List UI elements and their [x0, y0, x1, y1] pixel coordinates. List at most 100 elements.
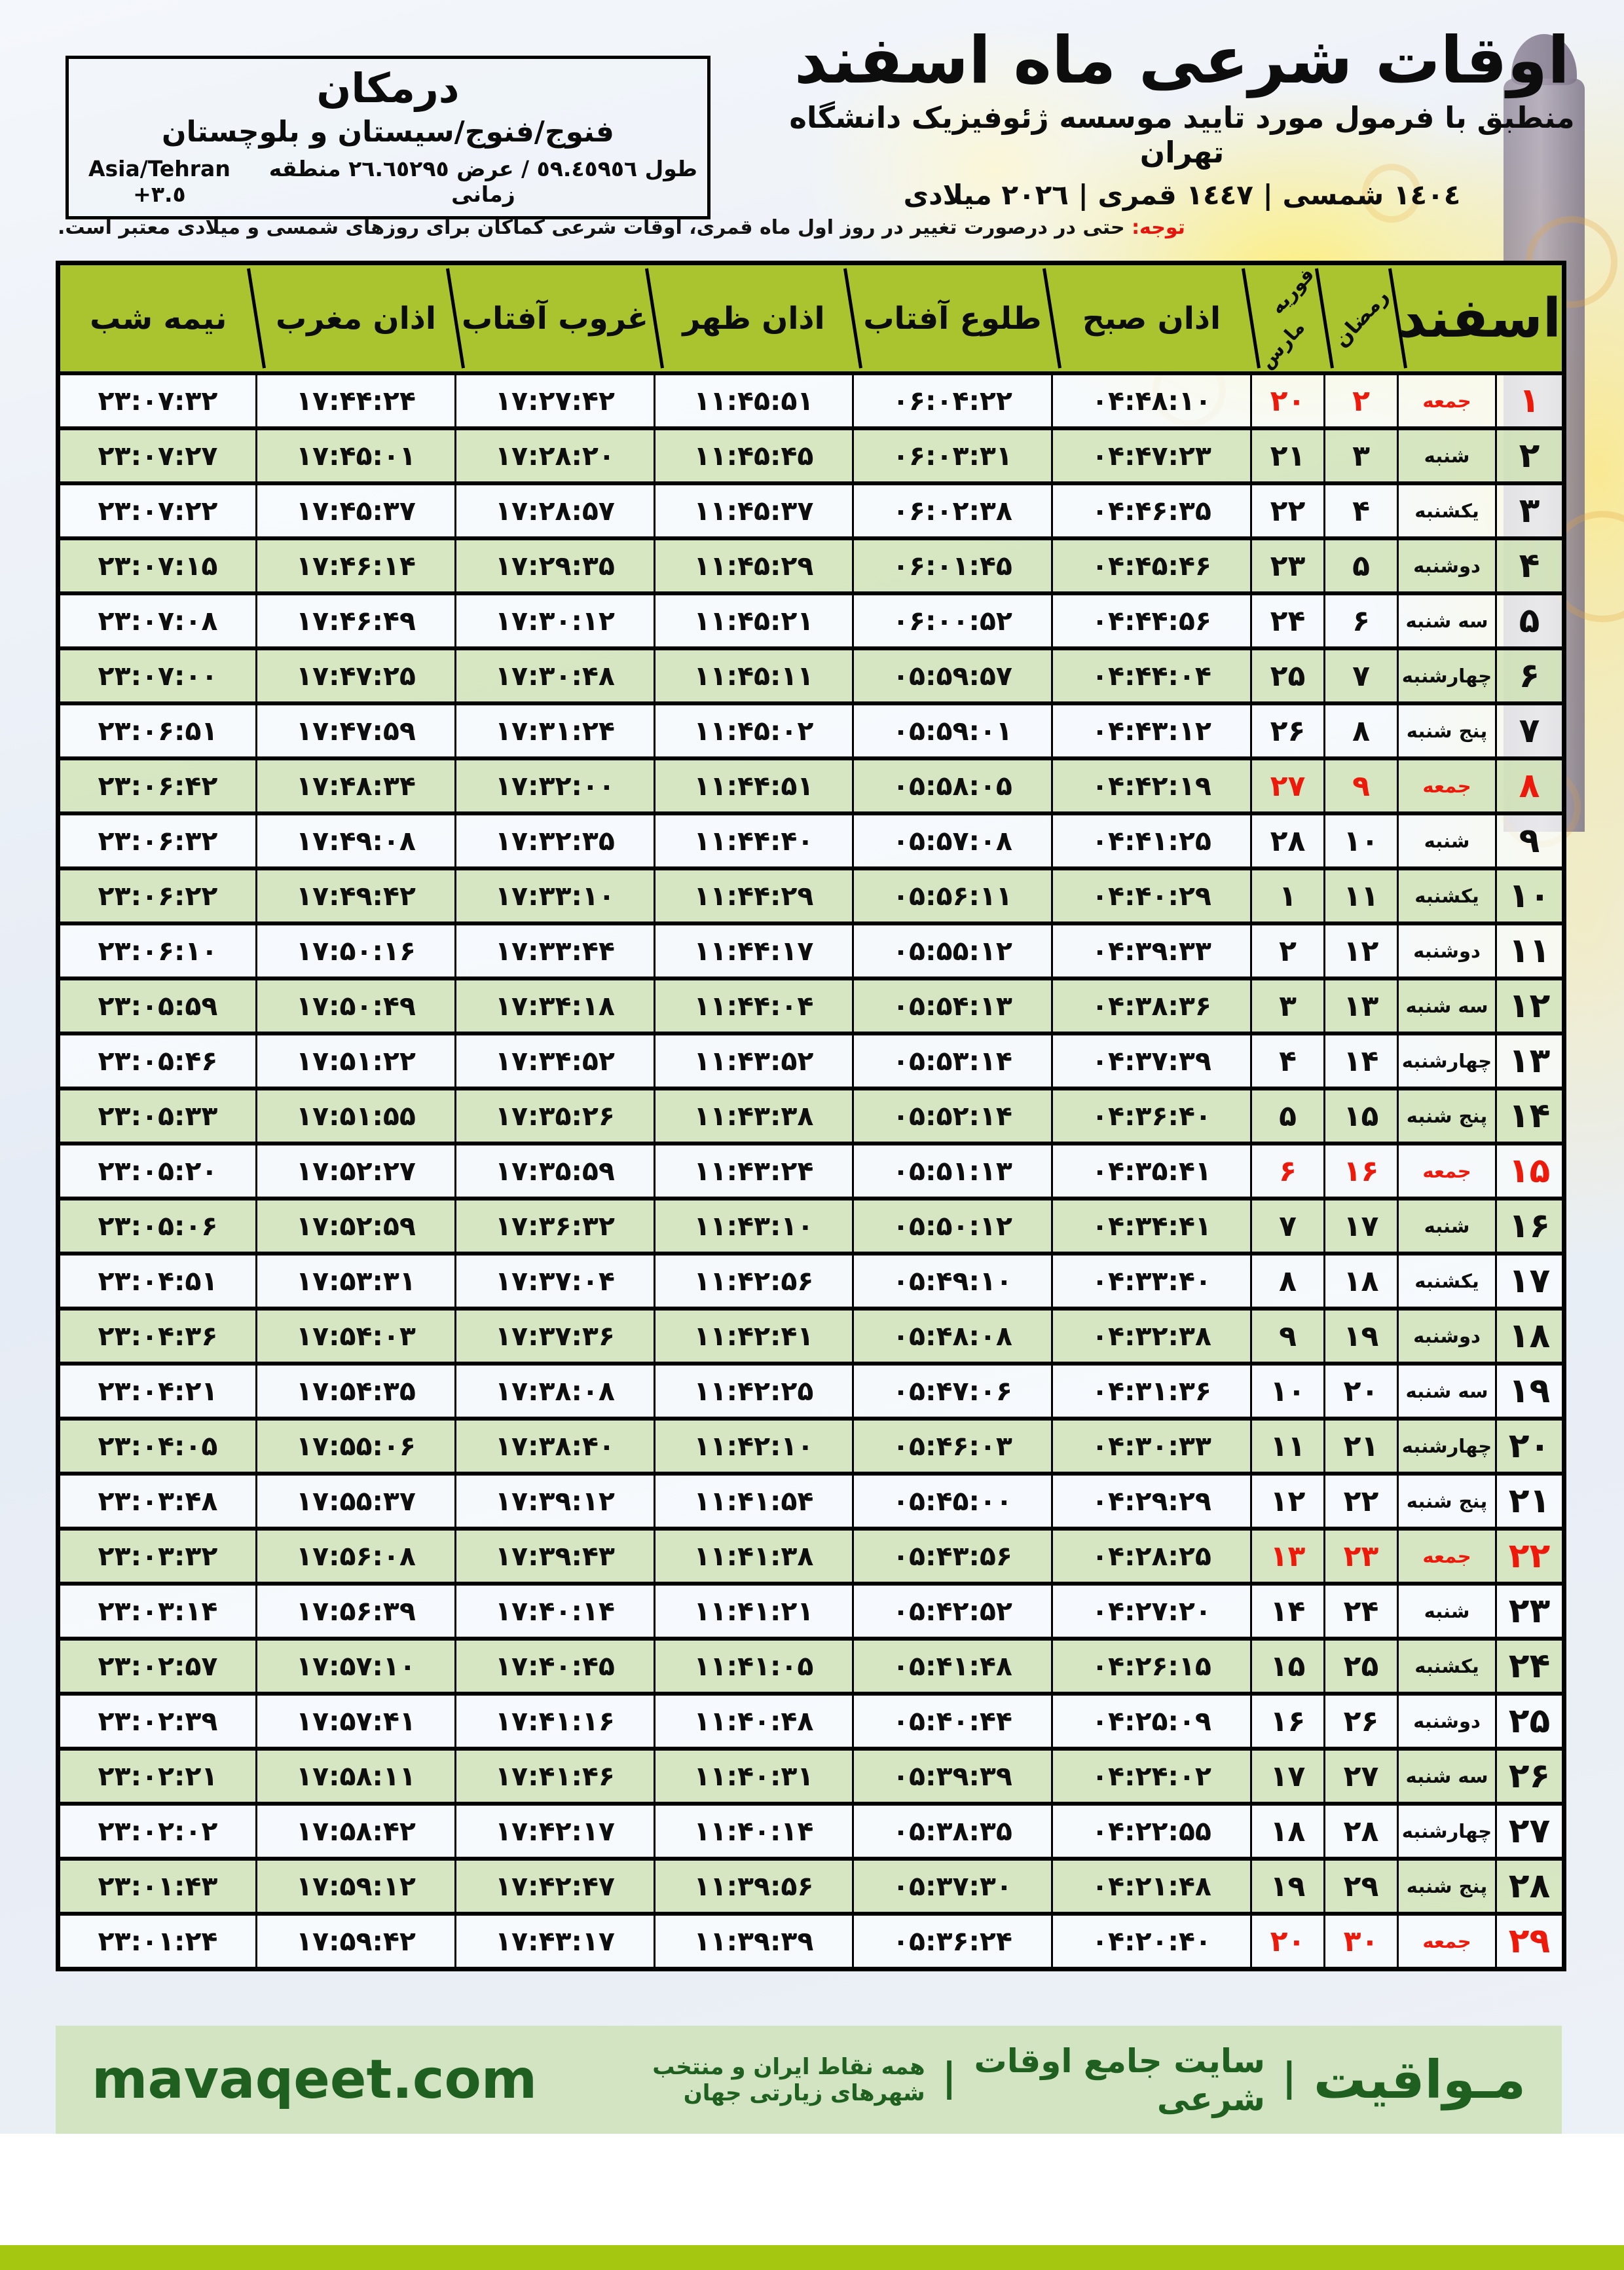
- cell-dhuhr-time: ۱۱:۳۹:۵۶: [654, 1857, 854, 1916]
- cell-sunrise-time: ۰۵:۳۷:۳۰: [852, 1857, 1053, 1916]
- cell-sunrise-time: ۰۵:۴۰:۴۴: [852, 1692, 1053, 1751]
- cell-maghrib-time: ۱۷:۵۴:۳۵: [255, 1362, 456, 1421]
- cell-esfand-day: ۷: [1495, 701, 1566, 760]
- cell-dhuhr-time: ۱۱:۴۰:۴۸: [654, 1692, 854, 1751]
- cell-dhuhr-time: ۱۱:۴۳:۳۸: [654, 1087, 854, 1145]
- notice-label: توجه:: [1132, 216, 1185, 239]
- cell-sunset-time: ۱۷:۳۸:۴۰: [454, 1417, 655, 1476]
- cell-midnight-time: ۲۳:۰۶:۱۰: [57, 921, 257, 980]
- cell-ramadan-day: ۱۸: [1323, 1252, 1399, 1311]
- cell-maghrib-time: ۱۷:۴۵:۰۱: [255, 426, 456, 485]
- cell-weekday: دوشنبه: [1396, 1692, 1498, 1751]
- cell-sunset-time: ۱۷:۳۳:۱۰: [454, 866, 655, 925]
- cell-ramadan-day: ۲: [1323, 371, 1399, 430]
- col-header-dhuhr: اذان ظهر: [654, 263, 853, 375]
- table-row: ۲۸ پنج شنبه ۲۹ ۱۹ ۰۴:۲۱:۴۸ ۰۵:۳۷:۳۰ ۱۱:۳…: [57, 1857, 1566, 1916]
- cell-dhuhr-time: ۱۱:۴۴:۲۹: [654, 866, 854, 925]
- location-coordinates: طول ٥٩.٤٥٩٥٦ / عرض ٢٦.٦٥٢٩٥ منطقه زمانی …: [69, 156, 707, 207]
- table-row: ۱۲ سه شنبه ۱۳ ۳ ۰۴:۳۸:۳۶ ۰۵:۵۴:۱۳ ۱۱:۴۴:…: [57, 977, 1566, 1035]
- cell-fajr-time: ۰۴:۲۷:۲۰: [1051, 1582, 1252, 1641]
- cell-sunrise-time: ۰۵:۵۱:۱۳: [852, 1142, 1053, 1200]
- cell-sunrise-time: ۰۶:۰۳:۳۱: [852, 426, 1053, 485]
- cell-sunset-time: ۱۷:۳۱:۲۴: [454, 701, 655, 760]
- cell-sunrise-time: ۰۵:۵۴:۱۳: [852, 977, 1053, 1035]
- cell-midnight-time: ۲۳:۰۷:۰۰: [57, 646, 257, 705]
- cell-gregorian-day: ۱۵: [1250, 1637, 1325, 1696]
- cell-maghrib-time: ۱۷:۵۰:۴۹: [255, 977, 456, 1035]
- cell-esfand-day: ۲: [1495, 426, 1566, 485]
- cell-sunset-time: ۱۷:۳۰:۴۸: [454, 646, 655, 705]
- cell-fajr-time: ۰۴:۴۶:۳۵: [1051, 481, 1252, 540]
- location-region: فنوج/فنوج/سیستان و بلوچستان: [162, 115, 614, 149]
- location-coords-text: طول ٥٩.٤٥٩٥٦ / عرض ٢٦.٦٥٢٩٥ منطقه زمانی: [268, 156, 698, 207]
- cell-dhuhr-time: ۱۱:۴۳:۱۰: [654, 1197, 854, 1256]
- cell-fajr-time: ۰۴:۴۱:۲۵: [1051, 811, 1252, 870]
- cell-sunset-time: ۱۷:۴۰:۱۴: [454, 1582, 655, 1641]
- cell-sunrise-time: ۰۵:۴۵:۰۰: [852, 1472, 1053, 1531]
- cell-midnight-time: ۲۳:۰۴:۰۵: [57, 1417, 257, 1476]
- cell-midnight-time: ۲۳:۰۳:۳۲: [57, 1527, 257, 1586]
- cell-midnight-time: ۲۳:۰۷:۳۲: [57, 371, 257, 430]
- cell-fajr-time: ۰۴:۳۸:۳۶: [1051, 977, 1252, 1035]
- cell-esfand-day: ۱۱: [1495, 921, 1566, 980]
- cell-dhuhr-time: ۱۱:۴۵:۳۷: [654, 481, 854, 540]
- cell-weekday: دوشنبه: [1396, 921, 1498, 980]
- cell-weekday: جمعه: [1396, 756, 1498, 815]
- prayer-table-body: ۱ جمعه ۲ ۲۰ ۰۴:۴۸:۱۰ ۰۶:۰۴:۲۲ ۱۱:۴۵:۵۱ ۱…: [57, 371, 1566, 1971]
- cell-fajr-time: ۰۴:۳۷:۳۹: [1051, 1032, 1252, 1090]
- table-row: ۹ شنبه ۱۰ ۲۸ ۰۴:۴۱:۲۵ ۰۵:۵۷:۰۸ ۱۱:۴۴:۴۰ …: [57, 811, 1566, 870]
- cell-fajr-time: ۰۴:۴۰:۲۹: [1051, 866, 1252, 925]
- cell-sunset-time: ۱۷:۳۶:۳۲: [454, 1197, 655, 1256]
- cell-gregorian-day: ۱۹: [1250, 1857, 1325, 1916]
- cell-dhuhr-time: ۱۱:۴۵:۲۱: [654, 591, 854, 650]
- table-row: ۲۵ دوشنبه ۲۶ ۱۶ ۰۴:۲۵:۰۹ ۰۵:۴۰:۴۴ ۱۱:۴۰:…: [57, 1692, 1566, 1751]
- cell-fajr-time: ۰۴:۲۶:۱۵: [1051, 1637, 1252, 1696]
- cell-midnight-time: ۲۳:۰۵:۴۶: [57, 1032, 257, 1090]
- cell-fajr-time: ۰۴:۴۴:۰۴: [1051, 646, 1252, 705]
- cell-sunrise-time: ۰۶:۰۴:۲۲: [852, 371, 1053, 430]
- page-title: اوقات شرعی ماه اسفند: [794, 23, 1570, 98]
- cell-midnight-time: ۲۳:۰۶:۴۲: [57, 756, 257, 815]
- cell-ramadan-day: ۲۹: [1323, 1857, 1399, 1916]
- cell-weekday: یکشنبه: [1396, 866, 1498, 925]
- cell-gregorian-day: ۵: [1250, 1087, 1325, 1145]
- cell-sunrise-time: ۰۵:۴۱:۴۸: [852, 1637, 1053, 1696]
- cell-fajr-time: ۰۴:۲۰:۴۰: [1051, 1912, 1252, 1971]
- table-row: ۲۱ پنج شنبه ۲۲ ۱۲ ۰۴:۲۹:۲۹ ۰۵:۴۵:۰۰ ۱۱:۴…: [57, 1472, 1566, 1531]
- cell-midnight-time: ۲۳:۰۲:۰۲: [57, 1802, 257, 1861]
- cell-weekday: پنج شنبه: [1396, 1857, 1498, 1916]
- table-row: ۱۹ سه شنبه ۲۰ ۱۰ ۰۴:۳۱:۳۶ ۰۵:۴۷:۰۶ ۱۱:۴۲…: [57, 1362, 1566, 1421]
- cell-sunrise-time: ۰۶:۰۲:۳۸: [852, 481, 1053, 540]
- cell-sunset-time: ۱۷:۴۳:۱۷: [454, 1912, 655, 1971]
- cell-sunrise-time: ۰۵:۴۸:۰۸: [852, 1307, 1053, 1366]
- cell-sunset-time: ۱۷:۳۳:۴۴: [454, 921, 655, 980]
- mavaqeet-domain-link[interactable]: mavaqeet.com: [92, 2049, 538, 2111]
- cell-maghrib-time: ۱۷:۵۷:۴۱: [255, 1692, 456, 1751]
- cell-esfand-day: ۲۳: [1495, 1582, 1566, 1641]
- swirl-decoration: [1362, 164, 1421, 223]
- table-row: ۴ دوشنبه ۵ ۲۳ ۰۴:۴۵:۴۶ ۰۶:۰۱:۴۵ ۱۱:۴۵:۲۹…: [57, 536, 1566, 595]
- cell-maghrib-time: ۱۷:۵۲:۵۹: [255, 1197, 456, 1256]
- cell-weekday: جمعه: [1396, 371, 1498, 430]
- cell-ramadan-day: ۲۷: [1323, 1747, 1399, 1806]
- cell-midnight-time: ۲۳:۰۵:۳۳: [57, 1087, 257, 1145]
- cell-esfand-day: ۲۵: [1495, 1692, 1566, 1751]
- cell-dhuhr-time: ۱۱:۴۱:۲۱: [654, 1582, 854, 1641]
- cell-gregorian-day: ۷: [1250, 1197, 1325, 1256]
- cell-weekday: چهارشنبه: [1396, 1802, 1498, 1861]
- table-row: ۲۰ چهارشنبه ۲۱ ۱۱ ۰۴:۳۰:۳۳ ۰۵:۴۶:۰۳ ۱۱:۴…: [57, 1417, 1566, 1476]
- cell-sunset-time: ۱۷:۳۹:۴۳: [454, 1527, 655, 1586]
- cell-gregorian-day: ۲: [1250, 921, 1325, 980]
- cell-maghrib-time: ۱۷:۵۹:۴۲: [255, 1912, 456, 1971]
- cell-maghrib-time: ۱۷:۵۵:۳۷: [255, 1472, 456, 1531]
- cell-esfand-day: ۱۸: [1495, 1307, 1566, 1366]
- cell-gregorian-day: ۳: [1250, 977, 1325, 1035]
- cell-weekday: سه شنبه: [1396, 1362, 1498, 1421]
- cell-maghrib-time: ۱۷:۴۹:۰۸: [255, 811, 456, 870]
- cell-weekday: سه شنبه: [1396, 591, 1498, 650]
- cell-weekday: شنبه: [1396, 811, 1498, 870]
- cell-esfand-day: ۲۹: [1495, 1912, 1566, 1971]
- cell-dhuhr-time: ۱۱:۴۲:۱۰: [654, 1417, 854, 1476]
- cell-fajr-time: ۰۴:۴۸:۱۰: [1051, 371, 1252, 430]
- table-row: ۱۱ دوشنبه ۱۲ ۲ ۰۴:۳۹:۳۳ ۰۵:۵۵:۱۲ ۱۱:۴۴:۱…: [57, 921, 1566, 980]
